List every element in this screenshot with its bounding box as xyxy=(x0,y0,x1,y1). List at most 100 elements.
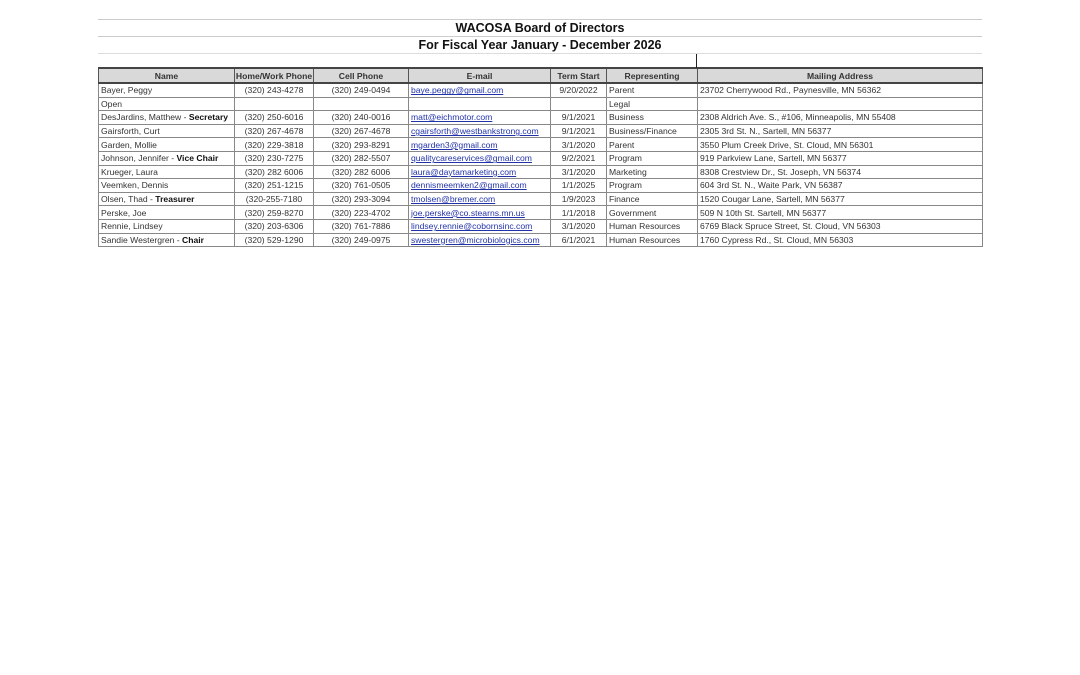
name-cell: Open xyxy=(98,96,235,112)
cell-phone-cell: (320) 282 6006 xyxy=(313,165,409,179)
address-cell: 509 N 10th St. Sartell, MN 56377 xyxy=(697,205,983,220)
term-start-cell: 9/1/2021 xyxy=(550,123,607,139)
member-name: Veemken, Dennis xyxy=(101,180,169,191)
name-cell: Bayer, Peggy xyxy=(98,82,235,98)
email-cell: laura@daytamarketing.com xyxy=(408,165,551,179)
email-link[interactable]: tmolsen@bremer.com xyxy=(411,194,496,205)
address-cell: 1520 Cougar Lane, Sartell, MN 56377 xyxy=(697,191,983,207)
member-name: Johnson, Jennifer - xyxy=(101,153,177,164)
cell-phone-cell xyxy=(313,96,409,112)
email-cell: lindsey.rennie@cobornsinc.com xyxy=(408,218,551,234)
term-start-cell: 9/2/2021 xyxy=(550,150,607,166)
name-cell: Rennie, Lindsey xyxy=(98,218,235,234)
email-link[interactable]: mgarden3@gmail.com xyxy=(411,139,498,150)
address-cell: 604 3rd St. N., Waite Park, VN 56387 xyxy=(697,178,983,193)
email-link[interactable]: qualitycareservices@gmail.com xyxy=(411,153,532,164)
member-name: Garden, Mollie xyxy=(101,139,157,150)
home-phone-cell: (320) 282 6006 xyxy=(234,165,314,179)
address-cell: 6769 Black Spruce Street, St. Cloud, VN … xyxy=(697,218,983,234)
table-row: Perske, Joe (320) 259-8270 (320) 223-4702 j… xyxy=(98,205,983,220)
member-name: Olsen, Thad - xyxy=(101,194,156,205)
email-cell: joe.perske@co.stearns.mn.us xyxy=(408,205,551,220)
address-cell: 23702 Cherrywood Rd., Paynesville, MN 56… xyxy=(697,82,983,98)
name-cell: DesJardins, Matthew - Secretary xyxy=(98,110,235,125)
name-cell: Olsen, Thad - Treasurer xyxy=(98,191,235,207)
term-start-cell xyxy=(550,96,607,112)
home-phone-cell: (320) 267-4678 xyxy=(234,123,314,139)
cell-phone-cell: (320) 223-4702 xyxy=(313,205,409,220)
spreadsheet: WACOSA Board of Directors For Fiscal Yea… xyxy=(98,19,983,248)
table-row: Olsen, Thad - Treasurer (320-255-7180 (320… xyxy=(98,191,983,207)
email-link[interactable]: lindsey.rennie@cobornsinc.com xyxy=(411,221,533,232)
email-cell: dennismeemken2@gmail.com xyxy=(408,178,551,193)
member-role: Chair xyxy=(182,234,205,245)
member-role: Secretary xyxy=(188,112,229,123)
home-phone-cell: (320-255-7180 xyxy=(234,191,314,207)
member-role: Treasurer xyxy=(155,194,195,205)
table-row: Krueger, Laura (320) 282 6006 (320) 282 60… xyxy=(98,165,983,179)
column-header: Name xyxy=(98,67,235,84)
email-cell xyxy=(408,96,551,112)
table-row: Open Legal xyxy=(98,96,983,112)
term-start-cell: 1/1/2018 xyxy=(550,205,607,220)
table-row: Rennie, Lindsey (320) 203-6306 (320) 761-7… xyxy=(98,218,983,234)
email-link[interactable]: cgairsforth@westbankstrong.com xyxy=(411,126,539,137)
email-link[interactable]: matt@eichmotor.com xyxy=(411,112,493,123)
email-cell: qualitycareservices@gmail.com xyxy=(408,150,551,166)
representing-cell: Parent xyxy=(606,137,698,152)
cell-phone-cell: (320) 293-8291 xyxy=(313,137,409,152)
table-row: DesJardins, Matthew - Secretary (320) 250… xyxy=(98,110,983,125)
home-phone-cell: (320) 203-6306 xyxy=(234,218,314,234)
member-name: Krueger, Laura xyxy=(101,166,158,177)
column-header: Cell Phone xyxy=(313,67,409,84)
home-phone-cell: (320) 243-4278 xyxy=(234,82,314,98)
address-cell: 2305 3rd St. N., Sartell, MN 56377 xyxy=(697,123,983,139)
representing-cell: Legal xyxy=(606,96,698,112)
term-start-cell: 3/1/2020 xyxy=(550,165,607,179)
member-name: Bayer, Peggy xyxy=(101,85,153,96)
table-row: Gairsforth, Curt (320) 267-4678 (320) 267-… xyxy=(98,123,983,139)
representing-cell: Finance xyxy=(606,191,698,207)
email-link[interactable]: baye.peggy@gmail.com xyxy=(411,85,504,96)
home-phone-cell: (320) 250-6016 xyxy=(234,110,314,125)
name-cell: Garden, Mollie xyxy=(98,137,235,152)
name-cell: Gairsforth, Curt xyxy=(98,123,235,139)
home-phone-cell: (320) 229-3818 xyxy=(234,137,314,152)
representing-cell: Government xyxy=(606,205,698,220)
header-row: Name Home/Work Phone Cell Phone E-mail Term … xyxy=(98,67,983,84)
representing-cell: Program xyxy=(606,150,698,166)
column-header: Mailing Address xyxy=(697,67,983,84)
member-role: Vice Chair xyxy=(176,153,219,164)
representing-cell: Parent xyxy=(606,82,698,98)
home-phone-cell: (320) 230-7275 xyxy=(234,150,314,166)
column-header: Term Start xyxy=(550,67,607,84)
cell-phone-cell: (320) 267-4678 xyxy=(313,123,409,139)
table-row: Sandie Westergren - Chair (320) 529-1290(… xyxy=(98,232,983,248)
email-link[interactable]: swestergren@microbiologics.com xyxy=(411,234,540,245)
address-cell: 919 Parkview Lane, Sartell, MN 56377 xyxy=(697,150,983,166)
table-row: Bayer, Peggy (320) 243-4278 (320) 249-0494… xyxy=(98,82,983,98)
email-link[interactable]: dennismeemken2@gmail.com xyxy=(411,180,527,191)
address-cell: 3550 Plum Creek Drive, St. Cloud, MN 563… xyxy=(697,137,983,152)
email-link[interactable]: joe.perske@co.stearns.mn.us xyxy=(411,207,525,218)
blank-row xyxy=(98,53,982,68)
name-cell: Perske, Joe xyxy=(98,205,235,220)
cell-phone-cell: (320) 282-5507 xyxy=(313,150,409,166)
email-link[interactable]: laura@daytamarketing.com xyxy=(411,166,517,177)
home-phone-cell xyxy=(234,96,314,112)
address-cell: 8308 Crestview Dr., St. Joseph, VN 56374 xyxy=(697,165,983,179)
representing-cell: Human Resources xyxy=(606,232,698,248)
cell-phone-cell: (320) 249-0975 xyxy=(313,232,409,248)
name-cell: Veemken, Dennis xyxy=(98,178,235,193)
representing-cell: Marketing xyxy=(606,165,698,179)
address-cell xyxy=(697,96,983,112)
term-start-cell: 9/20/2022 xyxy=(550,82,607,98)
table-row: Garden, Mollie (320) 229-3818 (320) 293-82… xyxy=(98,137,983,152)
representing-cell: Human Resources xyxy=(606,218,698,234)
term-start-cell: 3/1/2020 xyxy=(550,137,607,152)
member-name: DesJardins, Matthew - xyxy=(101,112,189,123)
address-cell: 1760 Cypress Rd., St. Cloud, MN 56303 xyxy=(697,232,983,248)
email-cell: swestergren@microbiologics.com xyxy=(408,232,551,248)
member-name: Rennie, Lindsey xyxy=(101,221,163,232)
document-title: WACOSA Board of Directors xyxy=(98,19,982,36)
